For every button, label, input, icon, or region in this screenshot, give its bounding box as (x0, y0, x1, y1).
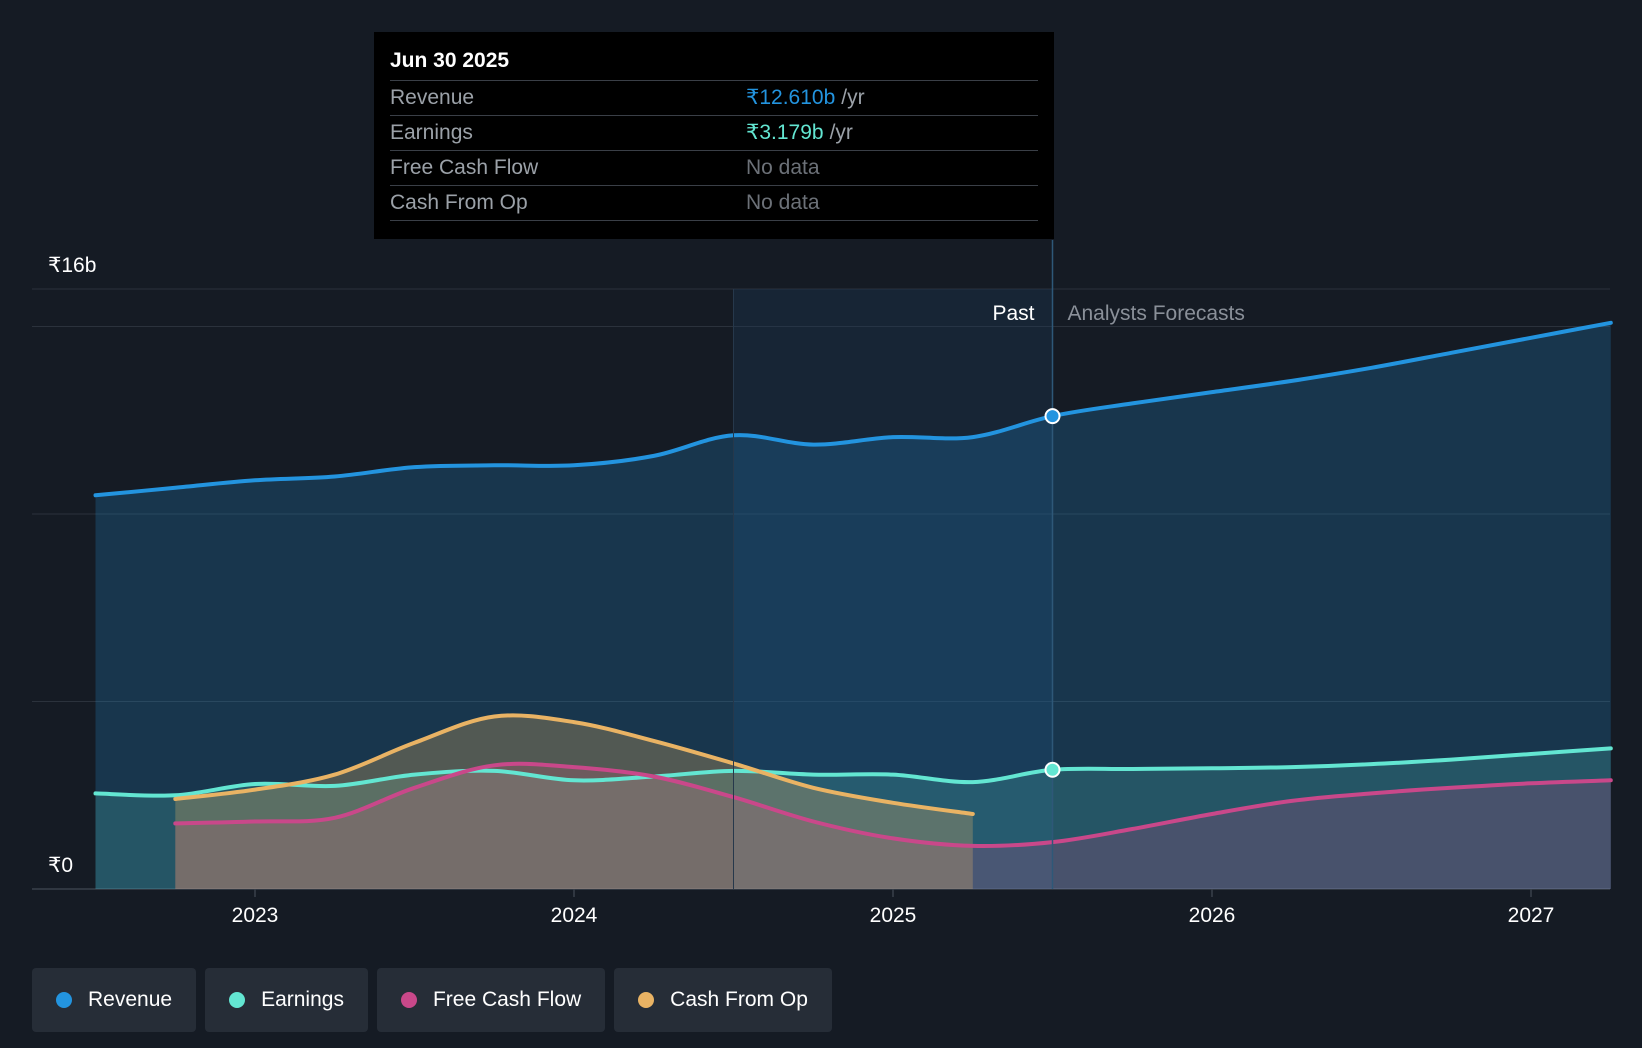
hover-tooltip: Jun 30 2025 Revenue ₹12.610b/yr Earnings… (374, 32, 1054, 239)
hover-markers (1044, 408, 1061, 778)
legend-dot-icon (638, 992, 655, 1008)
gridlines (32, 288, 1610, 890)
x-tick-label: 2025 (870, 904, 917, 927)
tooltip-value: ₹12.610b (746, 86, 836, 109)
legend-label: Cash From Op (670, 988, 808, 1011)
line-revenue (93, 320, 1613, 498)
line-free-cash-flow (173, 761, 1613, 849)
x-axis-ticks: 2023 2024 2025 2026 2027 (232, 889, 1555, 927)
tooltip-row-revenue: Revenue ₹12.610b/yr (390, 81, 1038, 116)
line-cash-from-op (173, 713, 975, 816)
legend-dot-icon (400, 992, 417, 1008)
area-cash-from-op (175, 715, 973, 889)
legend-item-revenue[interactable]: Revenue (32, 968, 197, 1032)
area-free-cash-flow (175, 763, 1611, 889)
legend-label: Free Cash Flow (432, 988, 582, 1011)
tooltip-value: No data (746, 156, 820, 179)
x-tick-label: 2023 (232, 904, 279, 927)
legend-label: Revenue (88, 988, 173, 1011)
tooltip-value: No data (746, 191, 820, 214)
past-label: Past (992, 302, 1034, 325)
analysts-forecasts-label: Analysts Forecasts (1068, 302, 1245, 325)
tooltip-label: Free Cash Flow (390, 156, 539, 179)
tooltip-value: ₹3.179b (746, 121, 824, 144)
tooltip-label: Revenue (390, 86, 475, 109)
legend: Revenue Earnings Free Cash Flow Cash Fro… (32, 968, 832, 1032)
tooltip-row-earnings: Earnings ₹3.179b/yr (390, 116, 1038, 151)
legend-dot-icon (56, 992, 72, 1008)
x-tick-label: 2027 (1508, 904, 1555, 927)
area-earnings (95, 748, 1611, 889)
tooltip-unit: /yr (829, 121, 853, 144)
line-earnings (93, 746, 1613, 798)
tooltip-row-cash-from-op: Cash From Op No data (390, 186, 1038, 221)
tooltip-date: Jun 30 2025 (390, 46, 1038, 81)
area-revenue (95, 322, 1611, 889)
x-tick-label: 2026 (1189, 904, 1236, 927)
legend-label: Earnings (261, 988, 344, 1011)
tooltip-unit: /yr (841, 86, 865, 109)
series-areas (95, 322, 1611, 889)
legend-item-earnings[interactable]: Earnings (205, 968, 368, 1032)
marker-earnings (1044, 761, 1061, 778)
tooltip-row-free-cash-flow: Free Cash Flow No data (390, 151, 1038, 186)
tooltip-label: Earnings (390, 121, 473, 144)
series-lines (93, 320, 1613, 849)
y-axis-top-label: ₹16b (48, 254, 96, 277)
marker-revenue (1044, 408, 1061, 425)
past-highlight-region (733, 289, 1053, 889)
legend-dot-icon (229, 992, 246, 1008)
y-axis-bottom-label: ₹0 (48, 854, 73, 877)
x-tick-label: 2024 (551, 904, 598, 927)
tooltip-label: Cash From Op (390, 191, 528, 214)
legend-item-free-cash-flow[interactable]: Free Cash Flow (376, 968, 606, 1032)
legend-item-cash-from-op[interactable]: Cash From Op (614, 968, 832, 1032)
